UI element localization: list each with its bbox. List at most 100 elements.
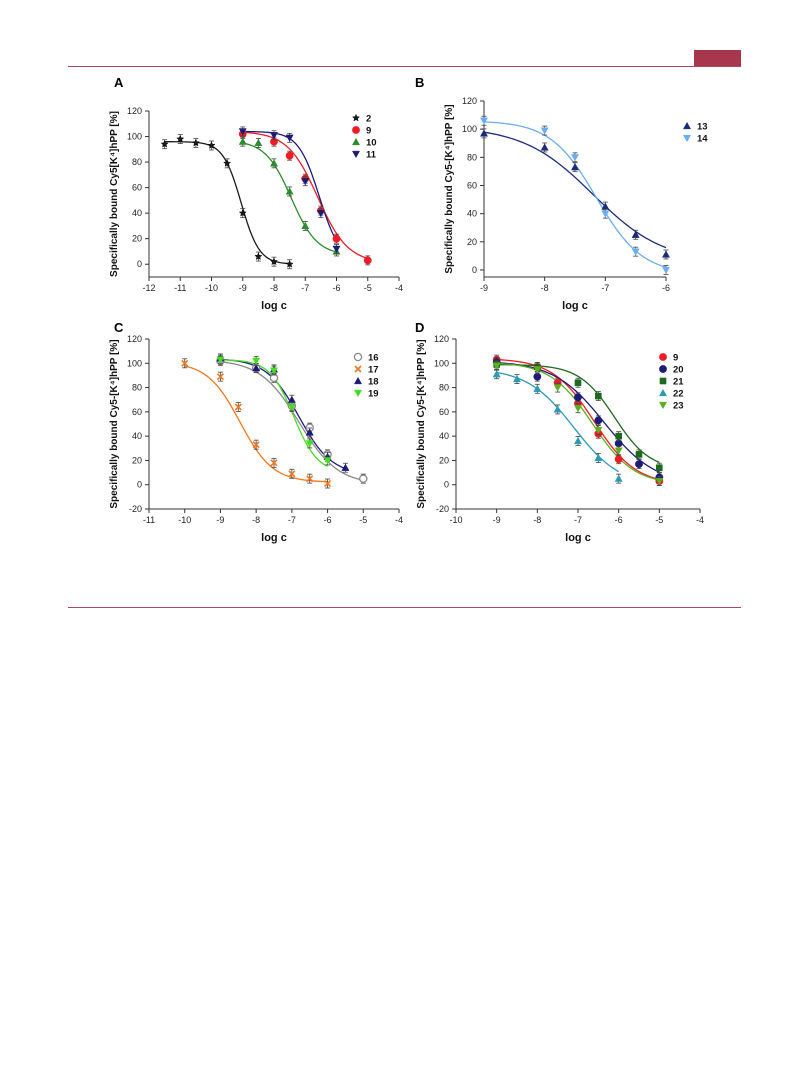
data-point-2 bbox=[285, 259, 294, 268]
legend-marker-2 bbox=[351, 113, 361, 122]
data-point-17 bbox=[234, 403, 242, 411]
data-point-2 bbox=[238, 208, 247, 217]
y-tick-label: 60 bbox=[439, 407, 449, 417]
x-tick-label: -6 bbox=[615, 515, 623, 525]
y-tick-label: 80 bbox=[132, 383, 142, 393]
data-point-22 bbox=[594, 453, 603, 462]
x-tick-label: -6 bbox=[332, 283, 340, 293]
chart-panel-d: D -10 -9 -8 -7 -6 -5 -4 -20 0 20 40 60 80 100 120 log c S… bbox=[415, 320, 704, 544]
x-axis-label: log c bbox=[261, 300, 287, 312]
y-tick-label: 120 bbox=[462, 96, 477, 106]
x-tick-label: -4 bbox=[395, 515, 403, 525]
legend-marker-13 bbox=[682, 121, 692, 130]
y-tick-label: 20 bbox=[467, 237, 477, 247]
x-tick-label: -8 bbox=[270, 283, 278, 293]
fit-curve-9 bbox=[496, 358, 660, 481]
series-10 bbox=[238, 136, 341, 257]
x-tick-label: -9 bbox=[239, 283, 247, 293]
x-tick-label: -9 bbox=[493, 515, 501, 525]
data-point-9 bbox=[363, 256, 372, 265]
data-point-2 bbox=[254, 252, 263, 261]
x-tick-label: -7 bbox=[288, 515, 296, 525]
y-tick-label: 20 bbox=[132, 234, 142, 244]
data-point-23 bbox=[655, 477, 664, 486]
legend-label: 20 bbox=[673, 365, 684, 376]
header-rule bbox=[68, 66, 741, 67]
y-tick-label: 80 bbox=[439, 383, 449, 393]
data-point-21 bbox=[635, 451, 643, 458]
fit-curve-14 bbox=[483, 121, 667, 268]
y-tick-label: 20 bbox=[132, 455, 142, 465]
data-point-10 bbox=[238, 137, 247, 145]
data-point-20 bbox=[594, 416, 603, 425]
fit-curve-17 bbox=[184, 365, 328, 483]
x-tick-label: -9 bbox=[480, 283, 488, 293]
x-tick-label: -12 bbox=[142, 283, 155, 293]
x-tick-label: -9 bbox=[216, 515, 224, 525]
x-axis-label: log c bbox=[562, 300, 588, 312]
fit-curve-21 bbox=[496, 363, 660, 463]
y-tick-label: 80 bbox=[467, 152, 477, 162]
series-23 bbox=[492, 360, 664, 486]
series-21 bbox=[493, 359, 663, 473]
y-tick-label: 120 bbox=[127, 106, 142, 116]
x-tick-label: -5 bbox=[655, 515, 663, 525]
data-point-14 bbox=[540, 127, 549, 135]
legend-label: 9 bbox=[366, 126, 371, 137]
data-point-11 bbox=[301, 178, 310, 186]
data-point-23 bbox=[533, 366, 542, 374]
data-point-19 bbox=[269, 367, 279, 375]
series-19 bbox=[216, 354, 332, 466]
y-tick-label: 0 bbox=[137, 259, 142, 269]
data-point-18 bbox=[252, 364, 261, 372]
y-tick-label: 100 bbox=[127, 358, 142, 368]
series-13 bbox=[479, 128, 671, 260]
data-point-14 bbox=[661, 266, 671, 275]
legend-label: 10 bbox=[366, 138, 377, 149]
data-point-21 bbox=[656, 464, 663, 472]
y-tick-label: 20 bbox=[439, 455, 449, 465]
data-point-9 bbox=[285, 151, 294, 160]
y-tick-label: 0 bbox=[444, 480, 449, 490]
data-point-11 bbox=[238, 128, 247, 136]
legend-label: 11 bbox=[366, 150, 377, 161]
data-point-17 bbox=[306, 475, 314, 483]
series-22 bbox=[492, 369, 623, 484]
x-tick-label: -7 bbox=[601, 283, 609, 293]
x-tick-label: -10 bbox=[449, 515, 462, 525]
y-tick-label: 120 bbox=[127, 334, 142, 344]
y-tick-label: 120 bbox=[434, 334, 449, 344]
x-tick-label: -4 bbox=[696, 515, 704, 525]
legend-marker-20 bbox=[659, 365, 667, 373]
y-tick-label: 0 bbox=[137, 480, 142, 490]
data-point-21 bbox=[615, 432, 622, 440]
legend-marker-11 bbox=[351, 150, 361, 159]
data-point-2 bbox=[269, 257, 279, 266]
legend-marker-14 bbox=[682, 134, 692, 143]
series-17 bbox=[181, 358, 332, 489]
data-point-19 bbox=[305, 440, 314, 448]
data-point-14 bbox=[601, 210, 610, 218]
x-tick-label: -8 bbox=[541, 283, 549, 293]
series-14 bbox=[479, 115, 671, 275]
fit-curve-9 bbox=[242, 131, 368, 259]
legend-marker-19 bbox=[353, 389, 363, 398]
legend-marker-21 bbox=[659, 377, 667, 385]
data-point-13 bbox=[631, 230, 640, 238]
legend-label: 17 bbox=[368, 365, 379, 376]
data-point-11 bbox=[332, 245, 341, 254]
data-point-16 bbox=[359, 474, 368, 483]
data-point-22 bbox=[614, 474, 623, 482]
legend-label: 22 bbox=[673, 389, 684, 400]
x-tick-label: -8 bbox=[533, 515, 541, 525]
data-point-20 bbox=[635, 460, 643, 468]
y-tick-label: 80 bbox=[132, 157, 142, 167]
data-point-14 bbox=[631, 248, 640, 256]
y-axis-label: Specifically bound Cy5-[K⁴]hPP [%] bbox=[416, 339, 427, 508]
series-2 bbox=[160, 134, 294, 270]
data-point-17 bbox=[288, 470, 296, 478]
data-point-22 bbox=[553, 405, 562, 413]
data-point-20 bbox=[574, 393, 582, 402]
data-point-2 bbox=[207, 141, 216, 149]
y-tick-label: 0 bbox=[472, 265, 477, 275]
